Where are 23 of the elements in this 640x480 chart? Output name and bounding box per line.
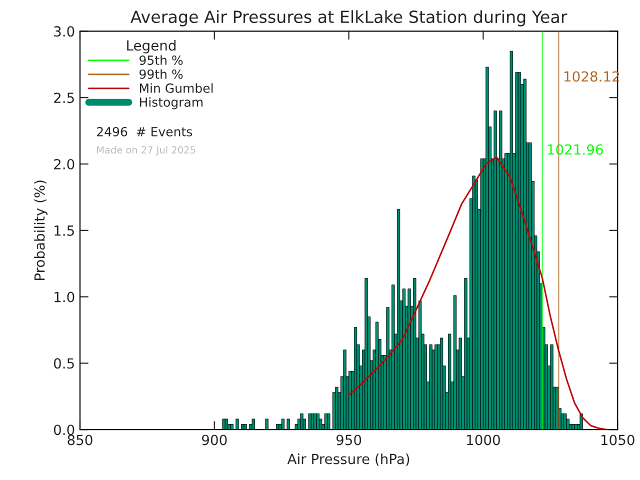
y-tick-label: 0.0 (54, 424, 74, 436)
y-axis-title: Probability (%) (34, 180, 48, 280)
x-tick-label: 900 (202, 434, 227, 446)
x-tick-label: 950 (336, 434, 362, 446)
y-tick-label: 2.5 (54, 92, 74, 104)
y-tick-label: 1.5 (54, 226, 74, 236)
x-tick-label: 1050 (601, 434, 634, 446)
y-tick-label: 2.0 (54, 158, 74, 170)
legend-label: Histogram (140, 97, 203, 110)
legend-title: Legend (127, 40, 176, 54)
y-tick-label: 0.5 (54, 358, 74, 369)
x-tick-label: 850 (68, 434, 92, 446)
y-tick-label: 1.0 (54, 292, 74, 302)
y-tick-label: 3.0 (54, 26, 74, 37)
x-tick-label: 1000 (467, 434, 500, 446)
legend-label: 95th % (140, 55, 183, 65)
annotation: 2496 # Events (97, 126, 192, 136)
line-series (348, 156, 608, 430)
annotation: Made on 27 Jul 2025 (97, 146, 196, 156)
legend-label: 99th % (140, 69, 183, 79)
legend-label: Min Gumbel (140, 83, 213, 93)
x-axis-title: Air Pressure (hPa) (287, 453, 410, 466)
chart-title: Average Air Pressures at ElkLake Station during Year (130, 10, 568, 26)
